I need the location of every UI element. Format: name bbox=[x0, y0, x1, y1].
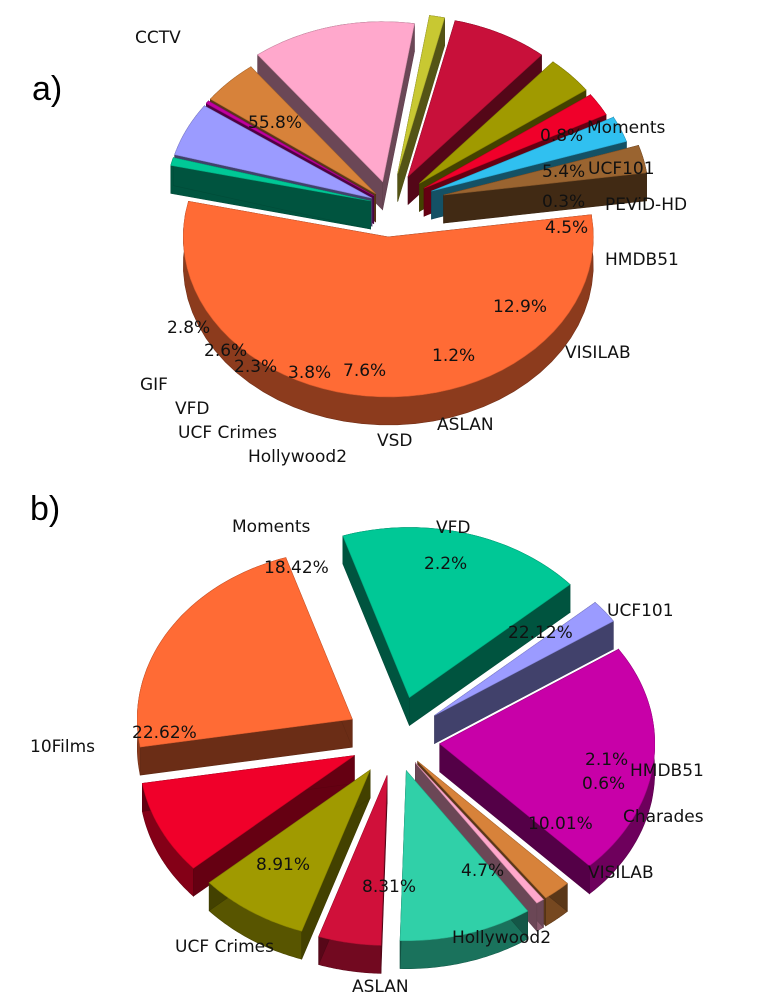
category-label-aslan: ASLAN bbox=[437, 415, 494, 435]
value-label-ucf101: 22.12% bbox=[508, 623, 573, 643]
category-label-gif: GIF bbox=[140, 375, 168, 395]
slice-visilab bbox=[399, 769, 529, 941]
value-label-vfd: 2.6% bbox=[204, 341, 247, 361]
slice-hmdb51 bbox=[417, 761, 568, 899]
slice-vsd bbox=[407, 20, 542, 178]
slice-10films bbox=[137, 557, 353, 748]
slice-ucf101 bbox=[174, 105, 373, 199]
value-label-ucf101: 5.4% bbox=[542, 162, 585, 182]
value-label-hmdb51: 4.5% bbox=[545, 218, 588, 238]
value-label-hollywood2: 4.7% bbox=[461, 861, 504, 881]
category-label-vsd: VSD bbox=[377, 431, 413, 451]
value-label-vsd: 7.6% bbox=[343, 361, 386, 381]
slice-hollywood2 bbox=[419, 61, 587, 184]
category-label-cctv: CCTV bbox=[135, 28, 181, 48]
value-label-aslan: 8.31% bbox=[362, 877, 416, 897]
category-label-moments: Moments bbox=[587, 118, 666, 138]
slice-cctv bbox=[182, 200, 594, 398]
category-label-charades: Charades bbox=[623, 807, 704, 827]
pie-chart-b: b) Moments 18.42% VFD 2.2% UCF101 22.12% HMDB5… bbox=[30, 490, 704, 997]
value-label-cctv: 55.8% bbox=[248, 113, 302, 133]
category-label-vfd: VFD bbox=[175, 399, 210, 419]
slice-aslan bbox=[397, 15, 446, 174]
value-label-ucf-crimes: 2.3% bbox=[234, 357, 277, 377]
slice-moments bbox=[170, 157, 371, 202]
slice-hollywood2 bbox=[318, 775, 388, 946]
category-label-ucf-crimes: UCF Crimes bbox=[175, 937, 274, 957]
slice-vfd bbox=[431, 116, 627, 192]
category-label-hollywood2: Hollywood2 bbox=[248, 447, 347, 467]
category-label-10films: 10Films bbox=[30, 737, 95, 757]
category-label-ucf101: UCF101 bbox=[607, 601, 674, 621]
slice-ucf-crimes bbox=[141, 755, 355, 869]
value-label-10films: 22.62% bbox=[132, 723, 197, 743]
slice-moments bbox=[342, 527, 571, 698]
category-label-pevid-hd: PEViD-HD bbox=[605, 195, 687, 215]
value-label-visilab: 12.9% bbox=[493, 297, 547, 317]
category-label-visilab: VISILAB bbox=[588, 863, 654, 883]
category-label-hmdb51: HMDB51 bbox=[605, 250, 679, 270]
category-label-visilab: VISILAB bbox=[565, 343, 631, 363]
value-label-moments: 0.8% bbox=[540, 126, 583, 146]
slice-ucf-crimes bbox=[423, 94, 607, 189]
slice-visilab bbox=[257, 21, 415, 183]
category-label-hmdb51: HMDB51 bbox=[630, 761, 704, 781]
slice-vfd bbox=[434, 602, 614, 716]
value-label-moments: 18.42% bbox=[264, 558, 329, 578]
value-label-visilab: 10.01% bbox=[528, 814, 593, 834]
category-label-hollywood2: Hollywood2 bbox=[452, 928, 551, 948]
value-label-vfd: 2.2% bbox=[424, 554, 467, 574]
value-label-hmdb51: 2.1% bbox=[585, 750, 628, 770]
category-label-ucf101: UCF101 bbox=[588, 159, 655, 179]
value-label-pevid-hd: 0.3% bbox=[542, 192, 585, 212]
category-label-moments: Moments bbox=[232, 517, 311, 537]
panel-label-b: b) bbox=[30, 490, 60, 528]
value-label-ucf-crimes: 8.91% bbox=[256, 855, 310, 875]
category-label-aslan: ASLAN bbox=[352, 977, 409, 997]
value-label-aslan: 1.2% bbox=[432, 346, 475, 366]
value-label-charades: 0.6% bbox=[582, 774, 625, 794]
category-label-vfd: VFD bbox=[436, 518, 471, 538]
slice-gif bbox=[443, 145, 647, 196]
slice-charades bbox=[415, 762, 545, 904]
value-label-hollywood2: 3.8% bbox=[288, 363, 331, 383]
slice-ucf101 bbox=[439, 648, 655, 867]
slice-hmdb51 bbox=[209, 66, 376, 195]
slice-aslan bbox=[208, 769, 371, 932]
category-label-ucf-crimes: UCF Crimes bbox=[178, 423, 277, 443]
value-label-gif: 2.8% bbox=[167, 318, 210, 338]
panel-label-a: a) bbox=[32, 70, 62, 108]
slice-pevid-hd bbox=[206, 100, 374, 196]
